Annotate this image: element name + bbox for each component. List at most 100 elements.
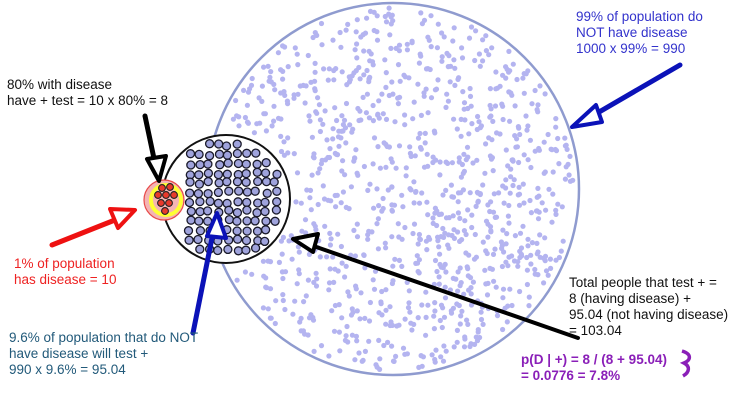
population-dot bbox=[510, 61, 516, 67]
population-dot bbox=[537, 83, 543, 89]
population-dot bbox=[513, 144, 519, 150]
population-dot bbox=[339, 168, 345, 174]
population-dot bbox=[293, 199, 299, 205]
positive-dot bbox=[183, 226, 194, 236]
population-dot bbox=[242, 114, 248, 121]
population-dot bbox=[518, 251, 525, 257]
population-dot bbox=[419, 302, 425, 308]
population-dot bbox=[441, 343, 447, 349]
population-dot bbox=[261, 64, 267, 70]
population-dot bbox=[480, 182, 486, 188]
population-dot bbox=[282, 92, 288, 98]
population-dot bbox=[361, 252, 367, 258]
population-dot bbox=[482, 267, 488, 273]
population-dot bbox=[421, 93, 427, 99]
population-dot bbox=[536, 147, 543, 153]
population-dot bbox=[474, 126, 480, 133]
population-dot bbox=[389, 202, 395, 208]
population-dot bbox=[500, 295, 506, 301]
population-dot bbox=[474, 157, 480, 163]
population-dot bbox=[449, 194, 455, 200]
population-dot bbox=[272, 87, 278, 93]
population-dot bbox=[547, 256, 554, 262]
population-dot bbox=[455, 190, 462, 196]
population-dot bbox=[394, 323, 400, 329]
positive-dot bbox=[186, 160, 196, 170]
population-dot bbox=[242, 269, 248, 275]
population-dot bbox=[427, 236, 433, 242]
population-dot bbox=[459, 55, 466, 61]
population-dot bbox=[556, 161, 562, 167]
population-dot bbox=[364, 15, 370, 21]
population-dot bbox=[399, 236, 405, 242]
population-dot bbox=[331, 328, 338, 334]
population-dot bbox=[492, 214, 498, 220]
positive-dot bbox=[203, 188, 213, 199]
positive-dot bbox=[232, 234, 243, 244]
population-dot bbox=[370, 118, 376, 124]
population-dot bbox=[266, 78, 272, 84]
population-dot bbox=[338, 44, 344, 50]
population-dot bbox=[452, 82, 458, 88]
positive-dot bbox=[232, 177, 243, 187]
population-dot bbox=[406, 288, 412, 294]
population-dot bbox=[371, 135, 378, 141]
population-dot bbox=[469, 121, 475, 127]
population-dot bbox=[507, 190, 513, 196]
population-dot bbox=[377, 356, 383, 362]
population-dot bbox=[480, 239, 486, 245]
population-dot bbox=[462, 336, 468, 342]
population-dot bbox=[418, 112, 424, 118]
population-dot bbox=[322, 223, 328, 229]
population-dot bbox=[423, 314, 429, 320]
population-dot bbox=[286, 238, 292, 244]
population-dot bbox=[416, 60, 422, 66]
population-dot bbox=[435, 21, 441, 27]
population-dot bbox=[560, 238, 566, 244]
population-dot bbox=[422, 130, 428, 136]
population-dot bbox=[461, 100, 468, 106]
population-dot bbox=[374, 13, 380, 19]
population-dot bbox=[514, 76, 520, 83]
population-dot bbox=[462, 218, 468, 224]
population-dot bbox=[314, 32, 320, 39]
positive-dot bbox=[252, 159, 262, 169]
population-dot bbox=[553, 207, 559, 213]
population-dot bbox=[484, 250, 490, 257]
with-disease-label: 80% with disease have + test = 10 x 80% … bbox=[7, 77, 168, 108]
population-dot bbox=[488, 199, 494, 205]
population-dot bbox=[458, 313, 464, 319]
population-dot bbox=[260, 258, 266, 264]
population-dot bbox=[366, 318, 373, 324]
population-dot bbox=[506, 202, 512, 209]
population-dot bbox=[364, 91, 370, 97]
population-dot bbox=[307, 195, 313, 201]
population-dot bbox=[449, 160, 455, 166]
population-dot bbox=[424, 199, 430, 205]
population-dot bbox=[339, 260, 345, 266]
population-dot bbox=[291, 92, 297, 98]
population-dot bbox=[440, 192, 446, 198]
population-dot bbox=[555, 201, 561, 207]
population-dot bbox=[443, 348, 449, 354]
no-disease-label: 99% of population do NOT have disease 10… bbox=[576, 9, 703, 56]
population-dot bbox=[280, 68, 286, 74]
population-dot bbox=[418, 10, 424, 16]
population-dot bbox=[537, 254, 543, 260]
population-dot bbox=[432, 300, 438, 306]
population-dot bbox=[412, 153, 418, 159]
arrow-no-disease bbox=[570, 62, 683, 129]
population-dot bbox=[303, 293, 309, 299]
population-dot bbox=[429, 352, 435, 358]
population-dot bbox=[443, 187, 449, 193]
disease-dot bbox=[154, 191, 162, 199]
population-dot bbox=[344, 323, 350, 330]
population-dot bbox=[503, 75, 509, 81]
population-dot bbox=[450, 213, 456, 219]
population-dot bbox=[296, 249, 302, 255]
population-dot bbox=[499, 263, 505, 270]
population-dot bbox=[451, 25, 457, 31]
population-dot bbox=[267, 74, 273, 80]
population-dot bbox=[439, 58, 445, 64]
